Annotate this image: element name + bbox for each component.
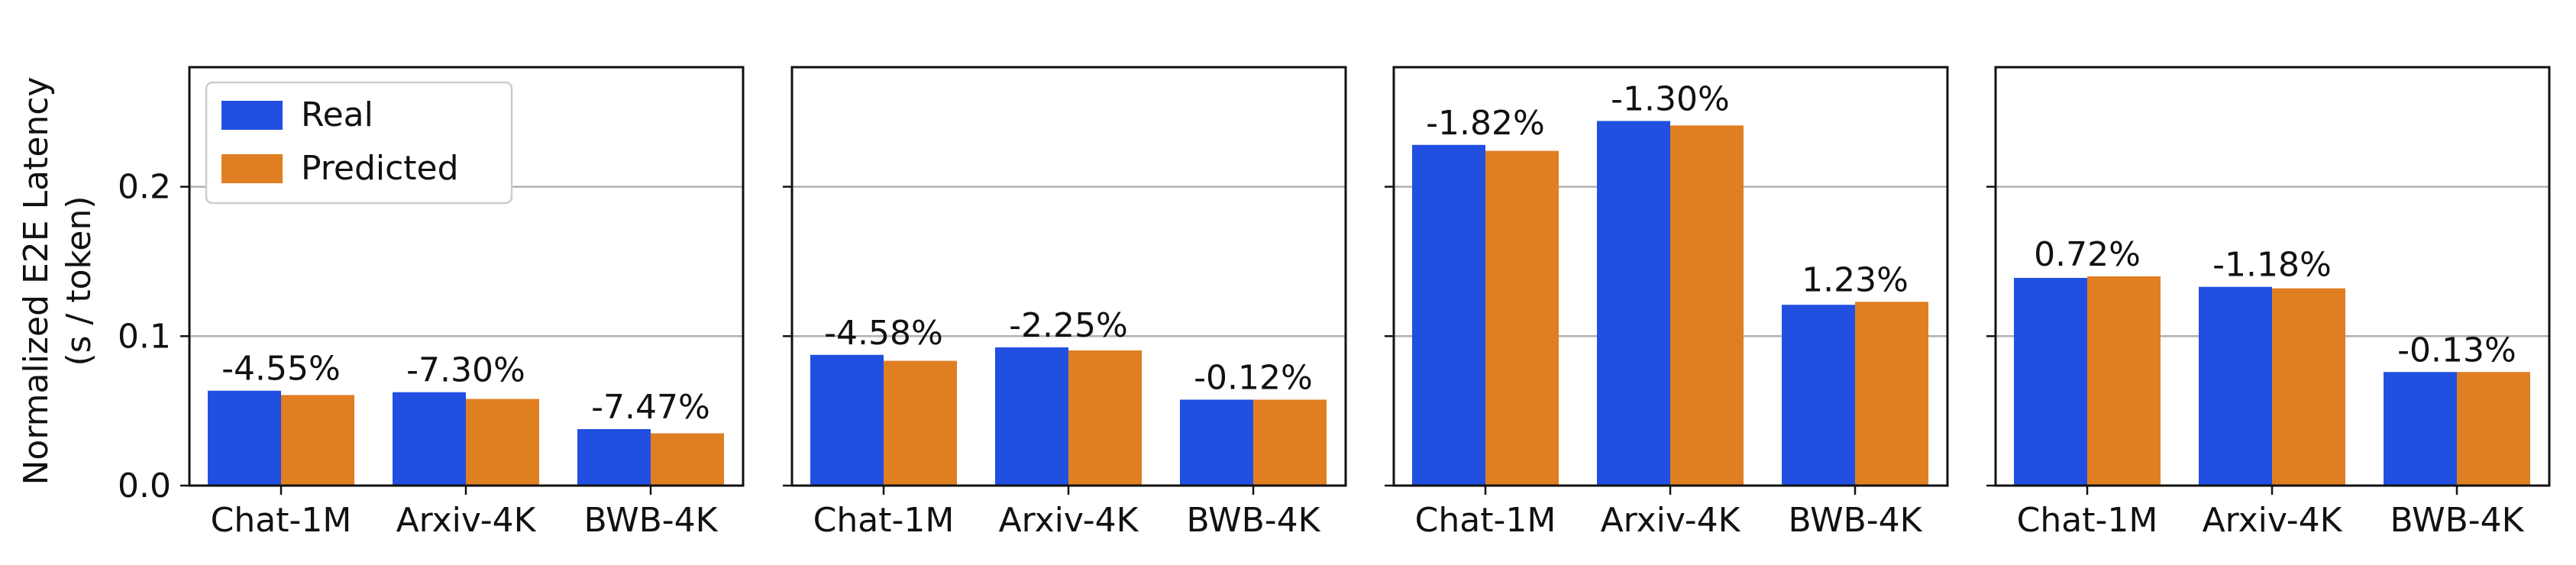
- bar-predicted-0-2: [651, 433, 724, 486]
- data-label-2-0: -1.82%: [1426, 104, 1545, 143]
- legend-label-0: Real: [301, 95, 373, 134]
- bar-real-0-2: [577, 429, 651, 486]
- panel-frame-3: [1994, 66, 2551, 487]
- x-tick-label-2-2: BWB-4K: [1788, 501, 1922, 540]
- data-label-0-1: -7.30%: [406, 351, 525, 390]
- y-tick-label-0-1: 0.1: [118, 317, 171, 356]
- bar-real-2-1: [1597, 121, 1670, 486]
- y-tick-label-0-2: 0.2: [118, 168, 171, 207]
- data-label-1-0: -4.58%: [824, 314, 943, 353]
- bar-real-3-0: [2014, 277, 2087, 486]
- x-tick-label-1-0: Chat-1M: [813, 501, 955, 540]
- data-label-3-0: 0.72%: [2034, 235, 2141, 274]
- bar-predicted-1-2: [1253, 399, 1327, 486]
- bar-real-3-1: [2199, 286, 2272, 486]
- bar-predicted-3-1: [2272, 288, 2345, 486]
- bar-predicted-0-1: [466, 399, 539, 486]
- x-tick-label-3-1: Arxiv-4K: [2203, 501, 2343, 540]
- bar-real-0-0: [208, 390, 281, 486]
- data-label-0-2: -7.47%: [591, 388, 710, 427]
- bar-real-1-1: [995, 347, 1068, 486]
- y-axis-label-line2: (s / token): [60, 195, 99, 366]
- panel-frame-0: [188, 66, 745, 487]
- bar-predicted-2-1: [1670, 125, 1744, 486]
- panel-frame-1: [790, 66, 1347, 487]
- bar-predicted-3-0: [2087, 276, 2161, 486]
- x-tick-label-2-1: Arxiv-4K: [1601, 501, 1741, 540]
- x-tick-label-1-1: Arxiv-4K: [999, 501, 1139, 540]
- bar-predicted-2-2: [1855, 302, 1928, 486]
- data-label-1-1: -2.25%: [1009, 306, 1128, 345]
- x-tick-label-1-2: BWB-4K: [1186, 501, 1320, 540]
- bar-predicted-2-0: [1485, 150, 1559, 486]
- bar-real-1-2: [1180, 399, 1253, 486]
- bar-predicted-1-0: [884, 360, 957, 486]
- bar-predicted-0-0: [281, 395, 354, 486]
- bar-predicted-3-2: [2457, 372, 2530, 486]
- x-tick-label-0-1: Arxiv-4K: [396, 501, 537, 540]
- bar-real-2-0: [1412, 144, 1485, 486]
- panel-frame-2: [1392, 66, 1949, 487]
- data-label-2-2: 1.23%: [1802, 260, 1909, 299]
- data-label-2-1: -1.30%: [1611, 79, 1730, 118]
- x-tick-label-3-2: BWB-4K: [2390, 501, 2524, 540]
- bar-real-3-2: [2384, 372, 2457, 486]
- y-tick-label-0-0: 0.0: [118, 467, 171, 505]
- x-tick-label-0-2: BWB-4K: [583, 501, 718, 540]
- data-label-3-2: -0.13%: [2397, 331, 2516, 370]
- data-label-0-0: -4.55%: [221, 350, 341, 389]
- legend-swatch-0: [221, 101, 283, 130]
- x-tick-label-3-0: Chat-1M: [2017, 501, 2158, 540]
- bar-real-1-0: [810, 354, 884, 486]
- x-tick-label-0-0: Chat-1M: [211, 501, 352, 540]
- bar-predicted-1-1: [1068, 350, 1142, 486]
- bar-real-2-2: [1782, 305, 1855, 486]
- data-label-3-1: -1.18%: [2212, 246, 2332, 285]
- legend-swatch-1: [221, 154, 283, 183]
- bar-real-0-1: [393, 392, 466, 486]
- data-label-1-2: -0.12%: [1194, 358, 1313, 397]
- legend-label-1: Predicted: [301, 149, 459, 188]
- y-axis-label-line1: Normalized E2E Latency: [17, 76, 56, 485]
- x-tick-label-2-0: Chat-1M: [1415, 501, 1556, 540]
